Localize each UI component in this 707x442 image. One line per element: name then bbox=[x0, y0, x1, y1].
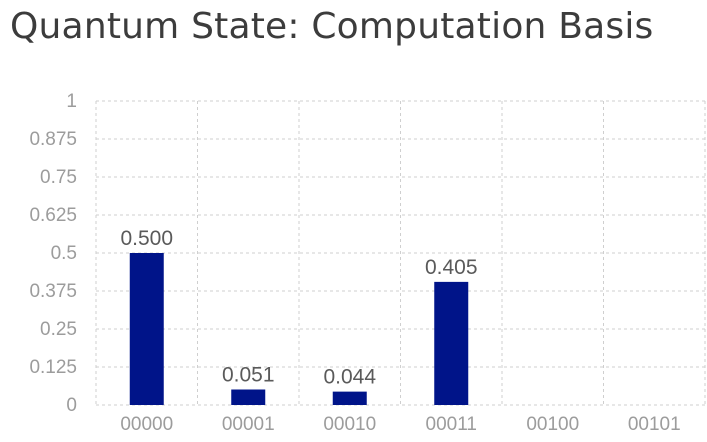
y-tick-label: 0 bbox=[66, 395, 77, 416]
data-label-00010: 0.044 bbox=[323, 366, 376, 389]
y-tick-label: 0.5 bbox=[51, 243, 77, 264]
y-tick-label: 0.875 bbox=[29, 129, 77, 150]
y-axis-ticks: 0 0.125 0.25 0.375 0.5 0.625 0.75 0.875 1 bbox=[29, 91, 77, 416]
x-tick-label-00000: 00000 bbox=[120, 414, 173, 435]
x-tick-label-00001: 00001 bbox=[222, 414, 275, 435]
x-tick-label-00100: 00100 bbox=[526, 414, 579, 435]
x-tick-label-00101: 00101 bbox=[628, 414, 681, 435]
y-tick-label: 0.625 bbox=[29, 205, 77, 226]
x-tick-label-00010: 00010 bbox=[323, 414, 376, 435]
chart-title: Quantum State: Computation Basis bbox=[10, 6, 654, 47]
data-label-00000: 0.500 bbox=[120, 227, 173, 250]
bar-00011 bbox=[434, 281, 469, 405]
data-label-00011: 0.405 bbox=[425, 256, 478, 279]
y-tick-label: 0.125 bbox=[29, 357, 77, 378]
bars bbox=[129, 253, 469, 405]
grid bbox=[95, 100, 706, 406]
bar-00010 bbox=[332, 391, 367, 405]
y-tick-label: 1 bbox=[66, 91, 77, 112]
y-tick-label: 0.25 bbox=[40, 319, 77, 340]
data-label-00001: 0.051 bbox=[222, 363, 275, 386]
y-tick-label: 0.75 bbox=[40, 167, 77, 188]
bar-00001 bbox=[231, 389, 266, 405]
data-labels: 0.500 0.051 0.044 0.405 bbox=[120, 227, 477, 389]
x-tick-label-00011: 00011 bbox=[426, 414, 477, 435]
x-axis-ticks: 00000 00001 00010 00011 00100 00101 bbox=[120, 414, 680, 435]
bar-00000 bbox=[129, 253, 164, 405]
y-tick-label: 0.375 bbox=[29, 281, 77, 302]
